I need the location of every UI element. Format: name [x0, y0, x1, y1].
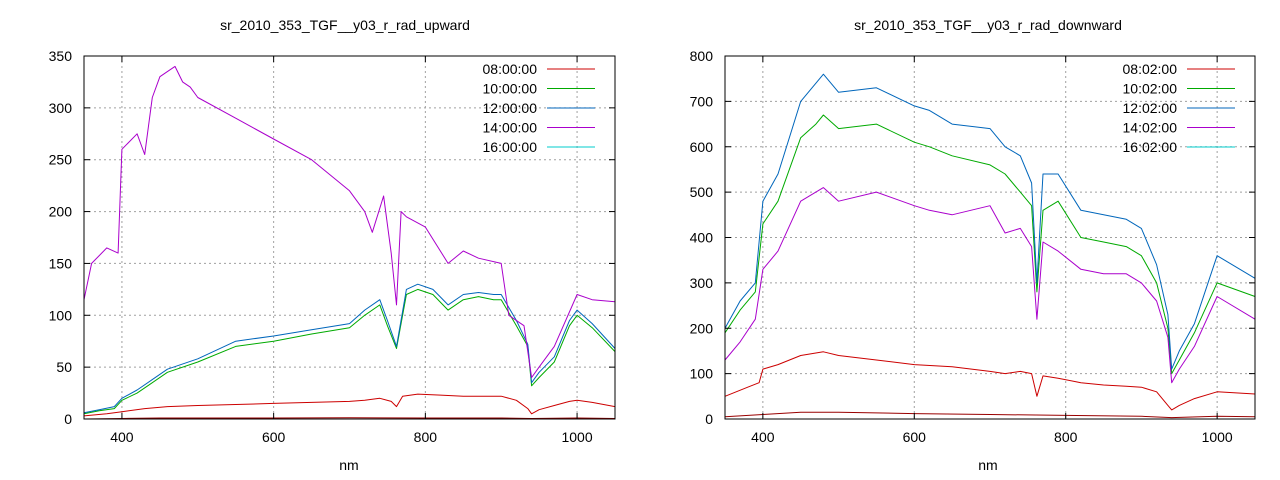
- grid: [725, 56, 1255, 419]
- y-tick-label: 250: [49, 152, 73, 168]
- x-tick-label: 400: [751, 429, 775, 445]
- plot-area: [83, 65, 616, 420]
- y-tick-label: 600: [690, 139, 714, 155]
- series-line: [724, 411, 1256, 419]
- y-tick-label: 50: [56, 359, 72, 375]
- x-tick-label: 600: [903, 429, 927, 445]
- series-line: [724, 187, 1256, 384]
- grid: [84, 56, 615, 419]
- plot-frame: [83, 55, 616, 420]
- y-tick-label: 0: [64, 411, 72, 427]
- series-line: [83, 288, 616, 415]
- y-tick-label: 800: [690, 48, 714, 64]
- series-line: [83, 393, 616, 417]
- x-tick-label: 1000: [1202, 429, 1233, 445]
- y-tick-label: 700: [690, 93, 714, 109]
- legend-label: 14:02:00: [1123, 120, 1178, 136]
- chart-title: sr_2010_353_TGF__y03_r_rad_downward: [854, 17, 1122, 33]
- y-tick-label: 150: [49, 255, 73, 271]
- x-tick-label: 1000: [561, 429, 592, 445]
- y-tick-label: 350: [49, 48, 73, 64]
- y-tick-label: 300: [690, 275, 714, 291]
- x-axis-label: nm: [978, 457, 997, 473]
- y-tick-label: 400: [690, 230, 714, 246]
- y-tick-label: 100: [690, 366, 714, 382]
- series-line: [83, 65, 616, 378]
- legend-label: 14:00:00: [483, 120, 538, 136]
- legend: 08:00:00 10:00:00 12:00:00 14:00:00 16:00:00: [483, 61, 595, 155]
- y-tick-label: 300: [49, 100, 73, 116]
- y-tick-label: 500: [690, 184, 714, 200]
- x-tick-label: 400: [110, 429, 134, 445]
- downward-radiance-chart: sr_2010_353_TGF__y03_r_rad_downward 400 6…: [690, 17, 1256, 473]
- legend-label: 12:00:00: [483, 100, 538, 116]
- y-tick-label: 200: [690, 320, 714, 336]
- legend-label: 12:02:00: [1123, 100, 1178, 116]
- series-line: [724, 73, 1256, 370]
- x-tick-label: 800: [1054, 429, 1078, 445]
- series-line: [83, 283, 616, 414]
- legend-label: 10:02:00: [1123, 81, 1178, 97]
- x-axis-label: nm: [339, 457, 358, 473]
- chart-title: sr_2010_353_TGF__y03_r_rad_upward: [220, 17, 470, 33]
- legend-label: 16:02:00: [1123, 139, 1178, 155]
- legend-label: 08:02:00: [1123, 61, 1178, 77]
- legend-label: 10:00:00: [483, 81, 538, 97]
- y-tick-label: 100: [49, 307, 73, 323]
- legend-label: 16:00:00: [483, 139, 538, 155]
- series-line: [83, 417, 616, 420]
- series-line: [724, 351, 1256, 411]
- upward-radiance-chart: sr_2010_353_TGF__y03_r_rad_upward 400 600…: [49, 17, 616, 473]
- x-tick-label: 600: [262, 429, 286, 445]
- series-line: [724, 114, 1256, 375]
- legend: 08:02:00 10:02:00 12:02:00 14:02:00 16:02:00: [1123, 61, 1235, 155]
- y-tick-label: 200: [49, 204, 73, 220]
- x-tick-label: 800: [414, 429, 438, 445]
- axis-ticks: 400 600 800 1000 0 100 200 300 400 500 600 700 800: [690, 48, 1255, 445]
- axis-ticks: 400 600 800 1000 0 50 100 150 200 250 300 350: [49, 48, 615, 445]
- y-tick-label: 0: [705, 411, 713, 427]
- legend-label: 08:00:00: [483, 61, 538, 77]
- plot-area: [724, 73, 1256, 419]
